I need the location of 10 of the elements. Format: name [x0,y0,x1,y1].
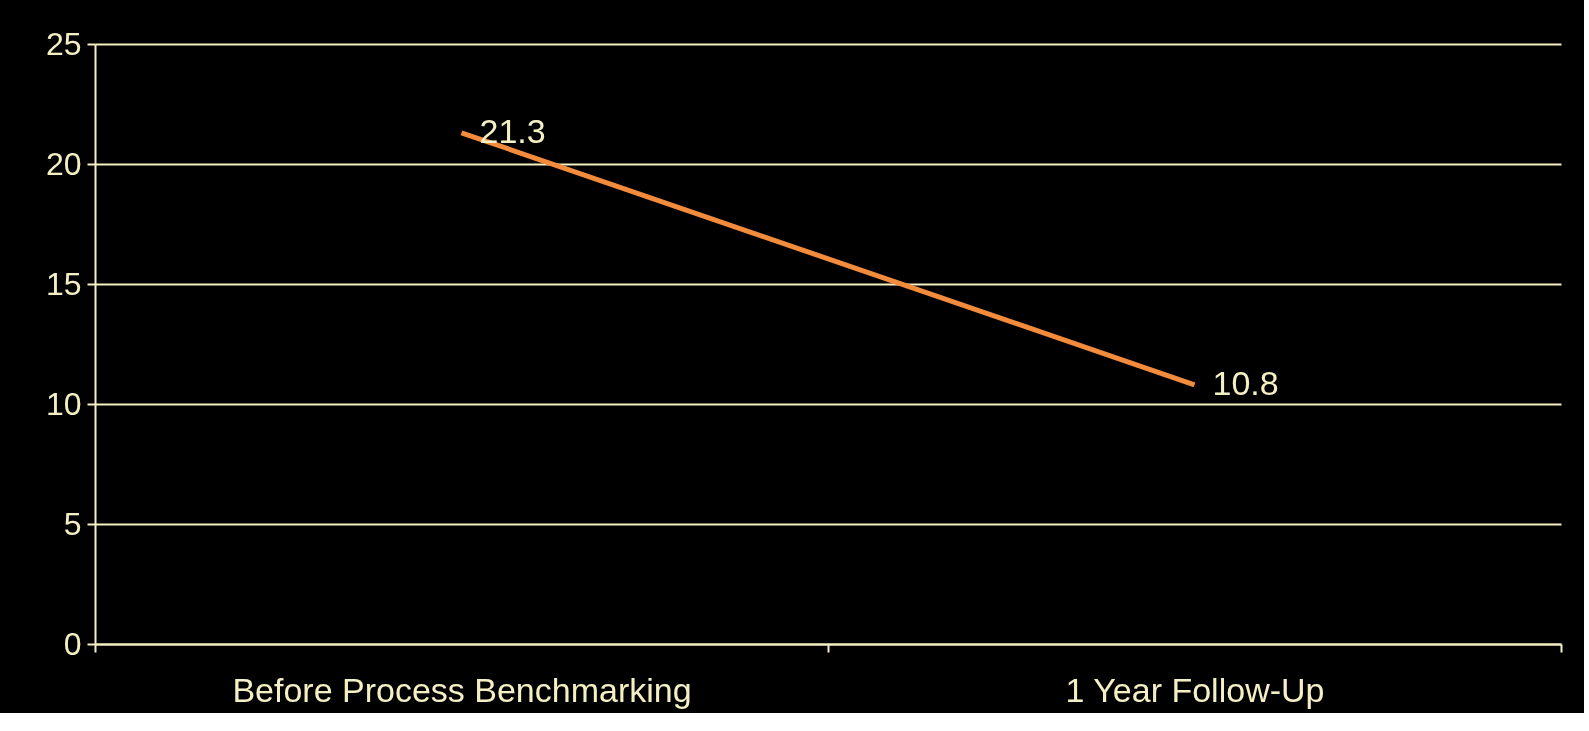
data-label: 10.8 [1212,363,1279,402]
x-tick-label: 1 Year Follow-Up [1065,670,1325,709]
y-tick-label: 10 [45,385,82,422]
y-tick-label: 5 [63,505,82,542]
x-tick-label: Before Process Benchmarking [232,670,692,709]
y-tick-label: 25 [45,25,82,62]
y-tick-label: 20 [45,145,82,182]
y-tick-label: 15 [45,265,82,302]
y-tick-label: 0 [63,625,82,662]
data-label: 21.3 [479,111,546,150]
